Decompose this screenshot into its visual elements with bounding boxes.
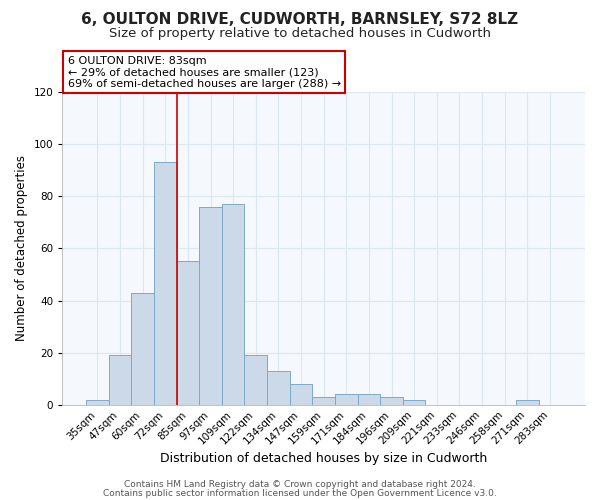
Bar <box>380 397 403 404</box>
Bar <box>313 397 335 404</box>
Bar <box>358 394 380 404</box>
Bar <box>199 206 222 404</box>
Bar <box>154 162 176 404</box>
Bar <box>86 400 109 404</box>
Bar <box>176 262 199 404</box>
Bar <box>244 355 267 405</box>
Bar <box>335 394 358 404</box>
Bar <box>109 355 131 405</box>
Bar <box>267 371 290 404</box>
Y-axis label: Number of detached properties: Number of detached properties <box>15 156 28 342</box>
Text: Contains HM Land Registry data © Crown copyright and database right 2024.: Contains HM Land Registry data © Crown c… <box>124 480 476 489</box>
Text: 6, OULTON DRIVE, CUDWORTH, BARNSLEY, S72 8LZ: 6, OULTON DRIVE, CUDWORTH, BARNSLEY, S72… <box>82 12 518 28</box>
X-axis label: Distribution of detached houses by size in Cudworth: Distribution of detached houses by size … <box>160 452 487 465</box>
Bar <box>222 204 244 404</box>
Text: Contains public sector information licensed under the Open Government Licence v3: Contains public sector information licen… <box>103 488 497 498</box>
Bar <box>403 400 425 404</box>
Text: 6 OULTON DRIVE: 83sqm
← 29% of detached houses are smaller (123)
69% of semi-det: 6 OULTON DRIVE: 83sqm ← 29% of detached … <box>68 56 341 89</box>
Bar <box>516 400 539 404</box>
Bar <box>131 292 154 405</box>
Text: Size of property relative to detached houses in Cudworth: Size of property relative to detached ho… <box>109 28 491 40</box>
Bar <box>290 384 313 404</box>
